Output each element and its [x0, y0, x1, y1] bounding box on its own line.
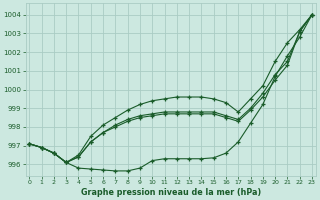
- X-axis label: Graphe pression niveau de la mer (hPa): Graphe pression niveau de la mer (hPa): [81, 188, 261, 197]
